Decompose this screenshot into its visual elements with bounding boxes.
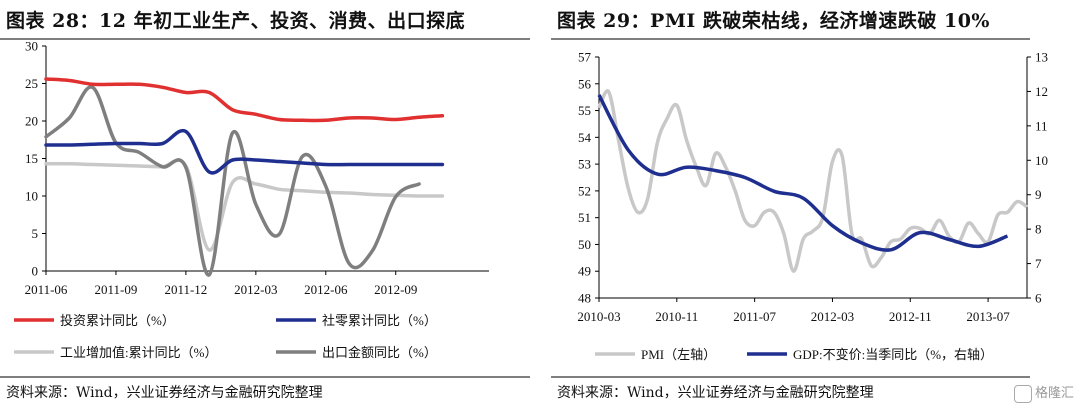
right-title-rule	[551, 38, 1030, 40]
left-source-note: 资料来源：Wind，兴业证券经济与金融研究院整理	[6, 385, 323, 401]
right-chart: 48 49 50 51 52 53 54 55 56 57 6 7 8 9 10 11 12 13 2010-03 2…	[577, 50, 1048, 363]
left-y-tick-label: 5	[32, 226, 39, 241]
right-ly-tick-label: 57	[578, 50, 592, 65]
right-ly-tick-label: 56	[578, 76, 592, 91]
left-chart-panel: 图表 28：12 年初工业生产、投资、消费、出口探底 0 5 10 15 20 25 30 2…	[0, 0, 530, 410]
left-series-line	[44, 128, 445, 175]
right-chart-panel: 图表 29：PMI 跌破荣枯线，经济增速跌破 10% 48 49 50 51 52 53 5…	[551, 0, 1080, 410]
right-ry-tick-label: 13	[1035, 50, 1048, 65]
left-x-tick-label: 2012-09	[374, 282, 417, 297]
right-x-tick-label: 2011-07	[733, 309, 776, 324]
left-legend-label: 工业增加值:累计同比（%）	[60, 345, 217, 360]
watermark: 格隆汇	[1013, 382, 1074, 403]
watermark-logo-icon	[1013, 384, 1032, 403]
left-x-tick-label: 2011-06	[25, 282, 68, 297]
right-series-line	[597, 94, 1009, 252]
watermark-text: 格隆汇	[1034, 386, 1074, 401]
right-ly-tick-label: 48	[578, 291, 591, 306]
right-ly-tick-label: 51	[578, 210, 591, 225]
left-title-rule	[0, 38, 530, 40]
left-x-tick-label: 2012-03	[234, 282, 277, 297]
right-ry-tick-label: 12	[1035, 84, 1048, 99]
right-legend-label: GDP:不变价:当季同比（%，右轴）	[793, 347, 993, 362]
right-ly-tick-label: 53	[578, 157, 591, 172]
left-series-line	[44, 158, 445, 252]
right-ly-tick-label: 49	[578, 264, 591, 279]
left-x-tick-label: 2011-12	[164, 282, 207, 297]
left-x-tick-label: 2011-09	[95, 282, 138, 297]
right-ly-tick-label: 50	[578, 237, 591, 252]
right-x-tick-label: 2012-03	[811, 309, 854, 324]
right-ry-tick-label: 9	[1035, 187, 1042, 202]
right-ly-tick-label: 55	[578, 103, 591, 118]
left-y-tick-label: 0	[32, 264, 39, 279]
right-ry-tick-label: 6	[1035, 291, 1042, 306]
left-y-tick-label: 30	[25, 39, 38, 54]
right-chart-title: 图表 29：PMI 跌破荣枯线，经济增速跌破 10%	[557, 10, 990, 32]
left-legend-label: 社零累计同比（%）	[322, 313, 437, 328]
left-source-rule	[0, 376, 530, 378]
left-y-tick-label: 25	[25, 76, 38, 91]
left-y-tick-label: 10	[25, 189, 38, 204]
right-x-tick-label: 2010-03	[577, 309, 620, 324]
right-x-tick-label: 2010-11	[655, 309, 698, 324]
left-legend-label: 投资累计同比（%）	[60, 313, 175, 328]
left-y-tick-label: 15	[25, 151, 38, 166]
right-ly-tick-label: 54	[578, 130, 592, 145]
right-ry-tick-label: 8	[1035, 222, 1042, 237]
right-ry-tick-label: 11	[1035, 118, 1048, 133]
left-chart-title: 图表 28：12 年初工业生产、投资、消费、出口探底	[6, 10, 466, 32]
right-legend-label: PMI（左轴）	[641, 347, 716, 362]
left-chart: 0 5 10 15 20 25 30 2011-06 2011-09 2011-12 2012-03…	[14, 39, 489, 360]
right-ry-tick-label: 10	[1035, 153, 1048, 168]
left-legend-label: 出口金额同比（%）	[322, 345, 437, 360]
left-series-line	[44, 77, 445, 123]
right-ry-tick-label: 7	[1035, 256, 1042, 271]
left-x-tick-label: 2012-06	[304, 282, 348, 297]
right-source-note: 资料来源：Wind，兴业证券经济与金融研究院整理	[557, 385, 874, 401]
right-x-tick-label: 2013-07	[966, 309, 1010, 324]
right-source-rule	[551, 376, 1030, 378]
right-ly-tick-label: 52	[578, 183, 591, 198]
right-x-tick-label: 2012-11	[889, 309, 932, 324]
left-y-tick-label: 20	[25, 114, 38, 129]
